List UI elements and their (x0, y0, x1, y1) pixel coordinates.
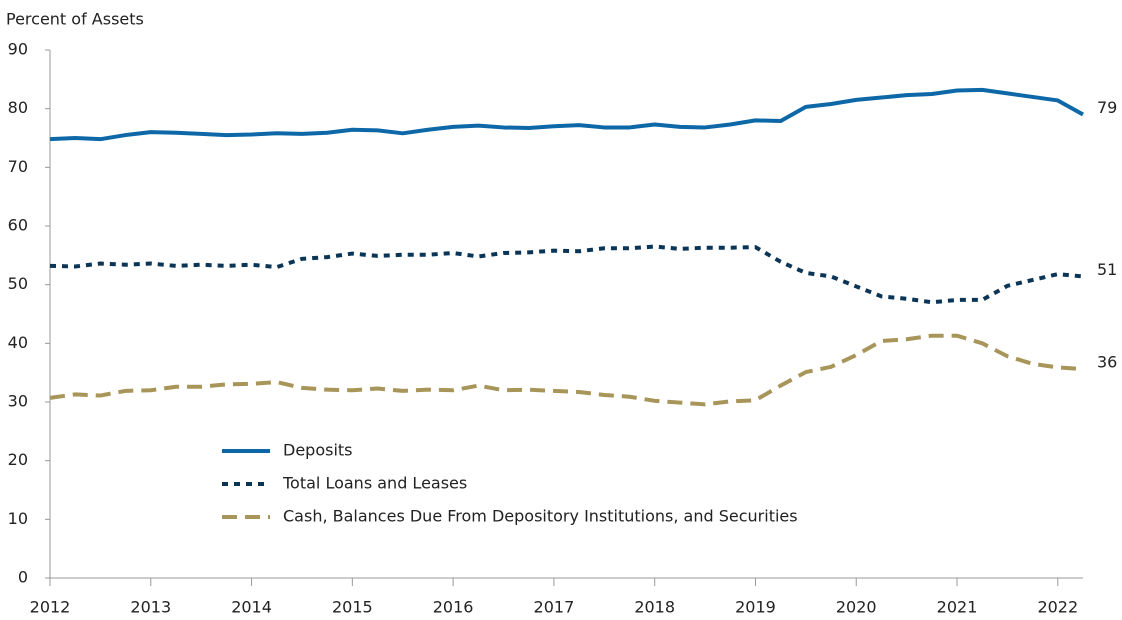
series-line (49, 87, 1084, 142)
x-tick-label: 2016 (433, 598, 474, 617)
x-tick-label: 2014 (231, 598, 272, 617)
y-tick-label: 10 (8, 509, 28, 528)
y-tick-label: 40 (8, 333, 28, 352)
x-tick-label: 2019 (735, 598, 776, 617)
x-tick-label: 2021 (937, 598, 978, 617)
series-line (49, 333, 1084, 407)
y-tick-label: 50 (8, 274, 28, 293)
series-line (49, 244, 1084, 305)
end-label: 36 (1097, 353, 1117, 372)
y-tick-label: 80 (8, 98, 28, 117)
x-tick-label: 2022 (1037, 598, 1078, 617)
y-axis-label: Percent of Assets (6, 10, 144, 29)
x-tick-label: 2017 (534, 598, 575, 617)
y-tick-label: 20 (8, 450, 28, 469)
y-tick-label: 90 (8, 40, 28, 59)
legend-label: Deposits (283, 441, 353, 460)
y-tick-label: 60 (8, 216, 28, 235)
end-label: 79 (1097, 98, 1117, 117)
legend-label: Total Loans and Leases (282, 474, 467, 493)
x-tick-label: 2015 (332, 598, 373, 617)
y-tick-label: 0 (18, 568, 28, 587)
end-label: 51 (1097, 260, 1117, 279)
x-tick-label: 2020 (836, 598, 877, 617)
x-tick-label: 2018 (634, 598, 675, 617)
legend-label: Cash, Balances Due From Depository Insti… (283, 507, 798, 526)
x-tick-label: 2012 (30, 598, 71, 617)
y-tick-label: 70 (8, 157, 28, 176)
x-tick-label: 2013 (130, 598, 171, 617)
y-tick-label: 30 (8, 392, 28, 411)
